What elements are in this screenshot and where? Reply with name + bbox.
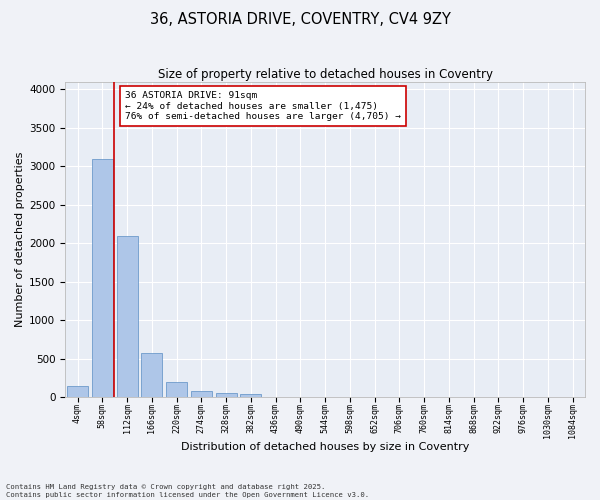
Bar xyxy=(116,236,137,397)
Title: Size of property relative to detached houses in Coventry: Size of property relative to detached ho… xyxy=(158,68,493,80)
Y-axis label: Number of detached properties: Number of detached properties xyxy=(15,152,25,327)
Bar xyxy=(191,391,212,397)
Bar xyxy=(215,393,236,397)
Bar xyxy=(67,386,88,397)
Text: 36 ASTORIA DRIVE: 91sqm
← 24% of detached houses are smaller (1,475)
76% of semi: 36 ASTORIA DRIVE: 91sqm ← 24% of detache… xyxy=(125,91,401,121)
Bar xyxy=(166,382,187,397)
Bar xyxy=(240,394,262,397)
X-axis label: Distribution of detached houses by size in Coventry: Distribution of detached houses by size … xyxy=(181,442,469,452)
Bar xyxy=(92,158,113,397)
Text: 36, ASTORIA DRIVE, COVENTRY, CV4 9ZY: 36, ASTORIA DRIVE, COVENTRY, CV4 9ZY xyxy=(149,12,451,28)
Text: Contains HM Land Registry data © Crown copyright and database right 2025.
Contai: Contains HM Land Registry data © Crown c… xyxy=(6,484,369,498)
Bar xyxy=(141,353,163,397)
